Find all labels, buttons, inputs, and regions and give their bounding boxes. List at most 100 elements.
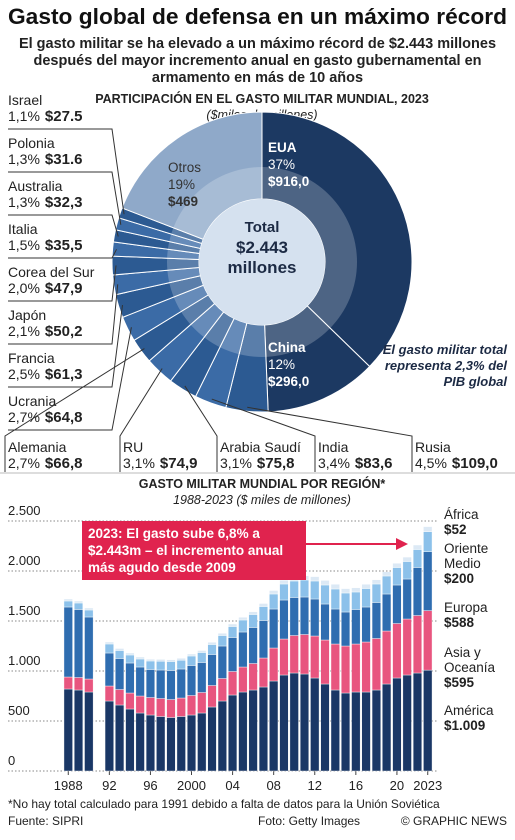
bar-segment [145,697,155,716]
bar-segment [115,689,125,706]
bar-segment [392,584,402,624]
bar-segment [176,697,186,717]
amount-label: $47,9 [45,280,83,297]
legend-entry: Oriente Medio $200 [444,541,512,586]
bar-segment [74,677,84,691]
bar-segment [351,691,361,772]
amount-label: $31.6 [45,151,83,168]
bar-segment [248,614,258,628]
bar-segment [228,623,238,627]
leader-line [8,171,122,225]
bar-segment [74,609,84,678]
bar-segment [351,609,361,645]
bar-segment [320,683,330,772]
legend-name: África [444,507,479,522]
donut-hole [199,199,325,325]
bar-segment [125,654,135,664]
value-label: 1,5% [8,237,40,253]
category-name: Alemania [8,439,67,455]
bar-segment [289,580,299,598]
bar-segment [310,580,320,600]
leader-line [184,385,218,472]
bar-segment [187,695,197,716]
bar-segment [115,648,125,651]
bar-segment [115,704,125,772]
category-name: China [268,340,306,355]
bar-segment [320,603,330,641]
x-tick-label: 96 [143,778,157,793]
bar-segment [371,583,381,603]
bar-segment [156,698,166,717]
slice-label: EUA 37% $916,0 [268,140,309,189]
value-label: 2,7% [8,455,40,471]
leader-line [8,249,117,259]
leader-line [8,265,117,302]
bar-segment [187,665,197,696]
bar-segment [187,714,197,772]
amount-label: $469 [168,194,198,209]
bar-segment [104,652,114,687]
category-name: Polonia [8,135,55,151]
center-title: Total [245,219,280,236]
bar-segment [248,627,258,664]
bar-segment [361,606,371,643]
bar-segment [412,672,422,772]
bar-segment [166,661,176,671]
leader-line [4,348,145,472]
x-tick-label: 92 [102,778,116,793]
bar-segment [382,571,392,577]
bar-segment [382,575,392,595]
x-tick-label: 04 [225,778,239,793]
subtitle: El gasto militar se ha elevado a un máxi… [18,36,497,86]
bar-segment [104,643,114,654]
bar-segment [125,708,135,772]
bar-segment [269,647,279,682]
bar-segment [84,678,94,693]
bar-segment [371,638,381,691]
bar-segment [341,645,351,694]
bar-segment [104,700,114,772]
bar-segment [145,669,155,698]
title: Gasto global de defensa en un máximo réc… [8,4,507,29]
bar-segment [279,599,289,640]
bar-segment [371,579,381,585]
bar-segment [248,689,258,772]
legend-entry: América $1.009 [444,703,512,733]
legend-value: $595 [444,675,475,690]
category-name: Otros [168,160,201,175]
bar-segment [156,716,166,772]
bar-segment [361,641,371,693]
value-label: 2,5% [8,366,40,382]
bar-segment [238,691,248,772]
bar-segment [228,671,238,696]
category-name: Australia [8,178,63,194]
country-label: Francia 2,5% $61,3 [8,350,82,383]
bar-segment [392,623,402,679]
bar-segment [63,606,73,678]
bar-segment [197,712,207,772]
credit: © GRAPHIC NEWS [401,814,507,828]
slice-label: Otros 19% $469 [168,160,201,209]
x-tick-label: 2000 [177,778,206,793]
bar-segment [402,618,412,676]
bar-segment [412,544,422,550]
bar-segment [228,637,238,672]
country-label: India 3,4% $83,6 [318,439,392,472]
bar-segment [156,659,166,662]
category-name: Israel [8,92,42,108]
bar-segment [74,689,84,772]
y-tick-label: 1.500 [8,603,41,618]
x-tick-label: 1988 [54,778,83,793]
bar-segment [392,677,402,772]
bar-segment [115,658,125,690]
bar-annotation: 2023: El gasto sube 6,8% a $2.443m – el … [82,521,306,580]
center-text-line: millones [228,258,297,277]
y-tick-label: 2.000 [8,553,41,568]
leader-line [8,128,125,215]
bar-segment [330,584,340,590]
bar-segment [382,630,392,685]
bar-segment [125,652,135,656]
bar-segment [156,669,166,699]
country-label: Rusia 4,5% $109,0 [415,439,498,472]
bar-segment [330,608,340,645]
